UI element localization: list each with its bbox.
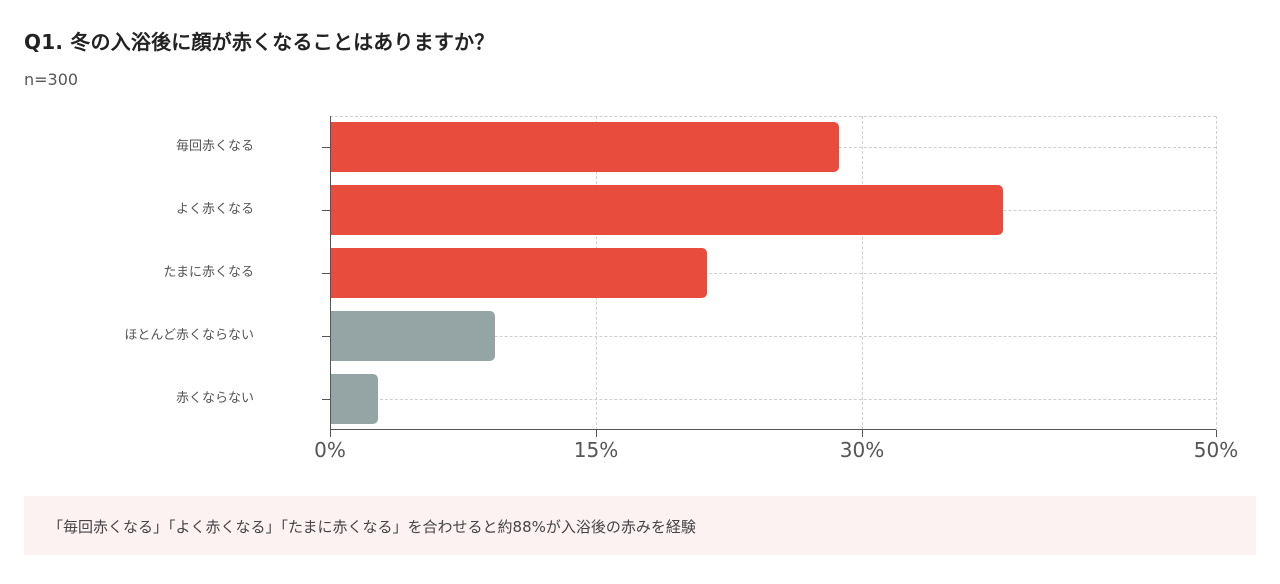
y-tick bbox=[322, 210, 330, 211]
summary-text: 「毎回赤くなる」「よく赤くなる」「たまに赤くなる」を合わせると約88%が入浴後の… bbox=[48, 518, 696, 536]
x-tick bbox=[330, 430, 331, 437]
y-tick bbox=[322, 273, 330, 274]
bar-2 bbox=[330, 185, 1003, 235]
x-tick-label: 0% bbox=[314, 438, 346, 462]
gridline-y bbox=[330, 336, 1216, 337]
category-label: たまに赤くなる bbox=[163, 265, 254, 280]
gridline-x bbox=[1216, 116, 1217, 430]
bar-1 bbox=[330, 122, 839, 172]
bar-4 bbox=[330, 311, 495, 361]
chart-title: Q1. 冬の入浴後に顔が赤くなることはありますか？ bbox=[24, 30, 495, 54]
x-tick bbox=[862, 430, 863, 437]
x-axis bbox=[330, 429, 1216, 430]
category-label: ほとんど赤くならない bbox=[124, 328, 254, 343]
bar-5 bbox=[330, 374, 378, 424]
y-tick bbox=[322, 336, 330, 337]
y-axis bbox=[330, 116, 331, 430]
x-tick-label: 30% bbox=[839, 438, 885, 462]
category-label: 毎回赤くなる bbox=[175, 139, 254, 154]
y-tick bbox=[322, 399, 330, 400]
sample-size: n=300 bbox=[24, 70, 79, 89]
summary-callout: 「毎回赤くなる」「よく赤くなる」「たまに赤くなる」を合わせると約88%が入浴後の… bbox=[24, 496, 1256, 555]
y-tick bbox=[322, 147, 330, 148]
bar-chart: 0% 15% 30% 50% 毎回赤くなる よく赤くなるたまに赤くなるほとんど赤くならない… bbox=[124, 116, 1238, 462]
x-tick bbox=[596, 430, 597, 437]
gridline-y bbox=[330, 273, 1216, 274]
x-tick-label: 15% bbox=[573, 438, 619, 462]
bar-3 bbox=[330, 248, 707, 298]
x-tick-label: 50% bbox=[1193, 438, 1239, 462]
gridline-top bbox=[330, 116, 1216, 117]
category-label: 赤くならない bbox=[175, 391, 254, 406]
x-tick bbox=[1216, 430, 1217, 437]
category-label: よく赤くなる bbox=[175, 202, 254, 217]
gridline-y bbox=[330, 399, 1216, 400]
